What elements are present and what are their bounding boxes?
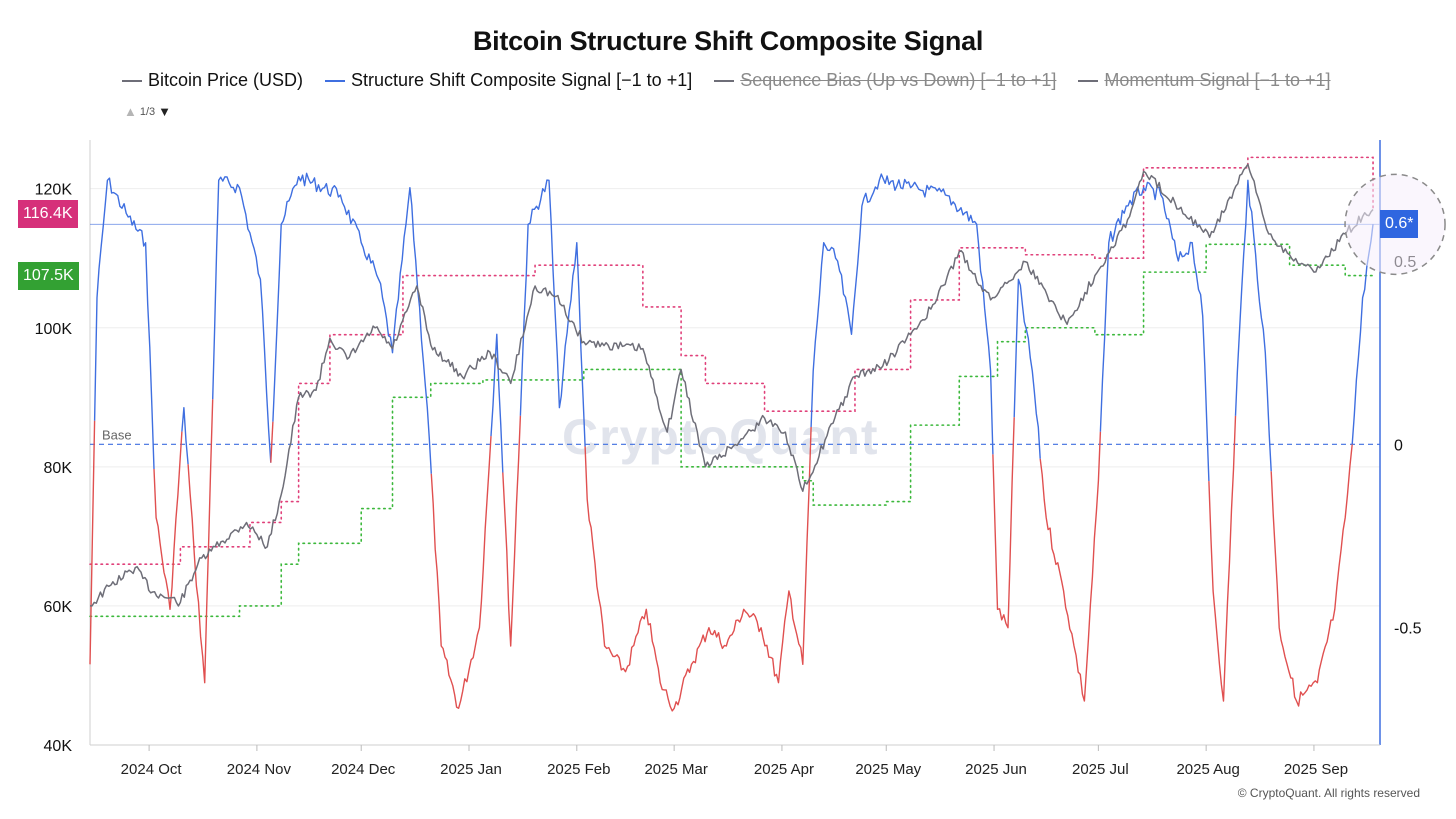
chart-legend: Bitcoin Price (USD) Structure Shift Comp… bbox=[122, 70, 1331, 91]
signal-line-positive bbox=[212, 176, 272, 463]
legend-swatch-momentum bbox=[1078, 79, 1099, 82]
upper-band-badge: 116.4K bbox=[18, 199, 78, 228]
x-tick-label: 2025 Jun bbox=[965, 761, 1027, 778]
legend-item-price[interactable]: Bitcoin Price (USD) bbox=[122, 70, 303, 91]
signal-line-negative bbox=[187, 399, 214, 684]
legend-swatch-price bbox=[122, 79, 142, 82]
y-left-tick-label: 40K bbox=[44, 738, 73, 755]
y-left-tick-label: 100K bbox=[35, 321, 73, 338]
legend-swatch-sequence bbox=[714, 79, 735, 82]
legend-page-down-icon[interactable]: ▼ bbox=[158, 104, 172, 119]
legend-item-momentum[interactable]: Momentum Signal [−1 to +1] bbox=[1078, 70, 1331, 91]
x-axis: 2024 Oct 2024 Nov 2024 Dec 2025 Jan 2025 Feb… bbox=[90, 744, 1380, 778]
x-tick-label: 2024 Oct bbox=[121, 761, 183, 778]
series-layer bbox=[89, 156, 1374, 712]
baseline: Base bbox=[90, 427, 1380, 445]
x-tick-label: 2025 Feb bbox=[547, 761, 610, 778]
signal-line-negative bbox=[270, 421, 274, 463]
y-left-tick-label: 80K bbox=[44, 460, 73, 477]
signal-line-negative bbox=[1208, 415, 1237, 702]
signal-line-negative bbox=[153, 431, 183, 610]
y-axis-left: 40K 60K 80K 100K 120K bbox=[35, 140, 91, 755]
signal-line-positive bbox=[272, 172, 432, 474]
chart-title: Bitcoin Structure Shift Composite Signal bbox=[472, 26, 984, 56]
legend-page-indicator: 1/3 bbox=[139, 105, 156, 118]
y-right-tick-label: -0.5 bbox=[1394, 621, 1422, 638]
baseline-label: Base bbox=[102, 427, 132, 442]
legend-label-sequence: Sequence Bias (Up vs Down) [−1 to +1] bbox=[740, 70, 1057, 90]
signal-line-positive bbox=[1234, 179, 1272, 472]
legend-label-composite: Structure Shift Composite Signal [−1 to … bbox=[351, 70, 693, 90]
x-tick-label: 2024 Nov bbox=[227, 761, 292, 778]
signal-line-positive bbox=[519, 179, 586, 447]
x-tick-label: 2025 Sep bbox=[1284, 761, 1348, 778]
x-tick-label: 2025 Aug bbox=[1176, 761, 1239, 778]
legend-page-up-icon[interactable]: ▲ bbox=[124, 104, 137, 119]
legend-pager: ▲ 1/3 ▼ bbox=[124, 104, 171, 119]
lower-band-badge: 107.5K bbox=[18, 261, 79, 290]
signal-line-positive bbox=[490, 333, 504, 473]
legend-swatch-composite bbox=[325, 79, 346, 82]
x-tick-label: 2025 Jul bbox=[1072, 761, 1129, 778]
x-tick-label: 2024 Dec bbox=[331, 761, 396, 778]
signal-line-positive bbox=[93, 177, 155, 470]
signal-line-negative bbox=[89, 420, 96, 665]
y-right-tick-label: 0 bbox=[1394, 437, 1403, 454]
legend-label-price: Bitcoin Price (USD) bbox=[148, 70, 304, 90]
signal-line-negative bbox=[584, 426, 812, 712]
price-line bbox=[90, 163, 1374, 607]
legend-label-momentum: Momentum Signal [−1 to +1] bbox=[1104, 70, 1331, 90]
y-left-tick-label: 120K bbox=[35, 182, 73, 199]
signal-line-positive bbox=[1013, 278, 1041, 459]
lower-band-line bbox=[89, 243, 1374, 618]
upper-band-line bbox=[89, 156, 1374, 565]
signal-line-negative bbox=[502, 415, 522, 647]
signal-line-positive bbox=[810, 173, 994, 455]
signal-line-negative bbox=[1039, 431, 1102, 702]
legend-item-sequence-bias[interactable]: Sequence Bias (Up vs Down) [−1 to +1] bbox=[714, 70, 1056, 91]
y-left-tick-label: 60K bbox=[44, 599, 73, 616]
x-tick-label: 2025 Apr bbox=[754, 761, 814, 778]
signal-line-negative bbox=[430, 436, 492, 709]
signal-line-positive bbox=[181, 407, 189, 465]
signal-value-badge: 0.6* bbox=[1380, 210, 1419, 239]
copyright-credit: © CryptoQuant. All rights reserved bbox=[1237, 786, 1420, 800]
x-tick-label: 2025 Jan bbox=[440, 761, 502, 778]
signal-line-negative bbox=[1270, 444, 1353, 707]
x-tick-label: 2025 May bbox=[855, 761, 921, 778]
legend-item-composite-signal[interactable]: Structure Shift Composite Signal [−1 to … bbox=[325, 70, 692, 91]
signal-line-positive bbox=[1099, 181, 1210, 482]
signal-line-negative bbox=[992, 417, 1015, 629]
x-tick-label: 2025 Mar bbox=[644, 761, 707, 778]
